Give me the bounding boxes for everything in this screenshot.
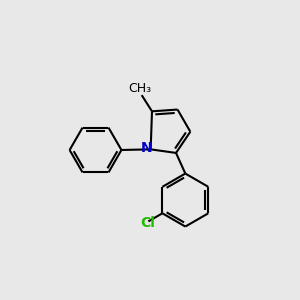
Text: CH₃: CH₃ [129,82,152,95]
Text: N: N [141,141,153,155]
Text: Cl: Cl [140,216,155,230]
